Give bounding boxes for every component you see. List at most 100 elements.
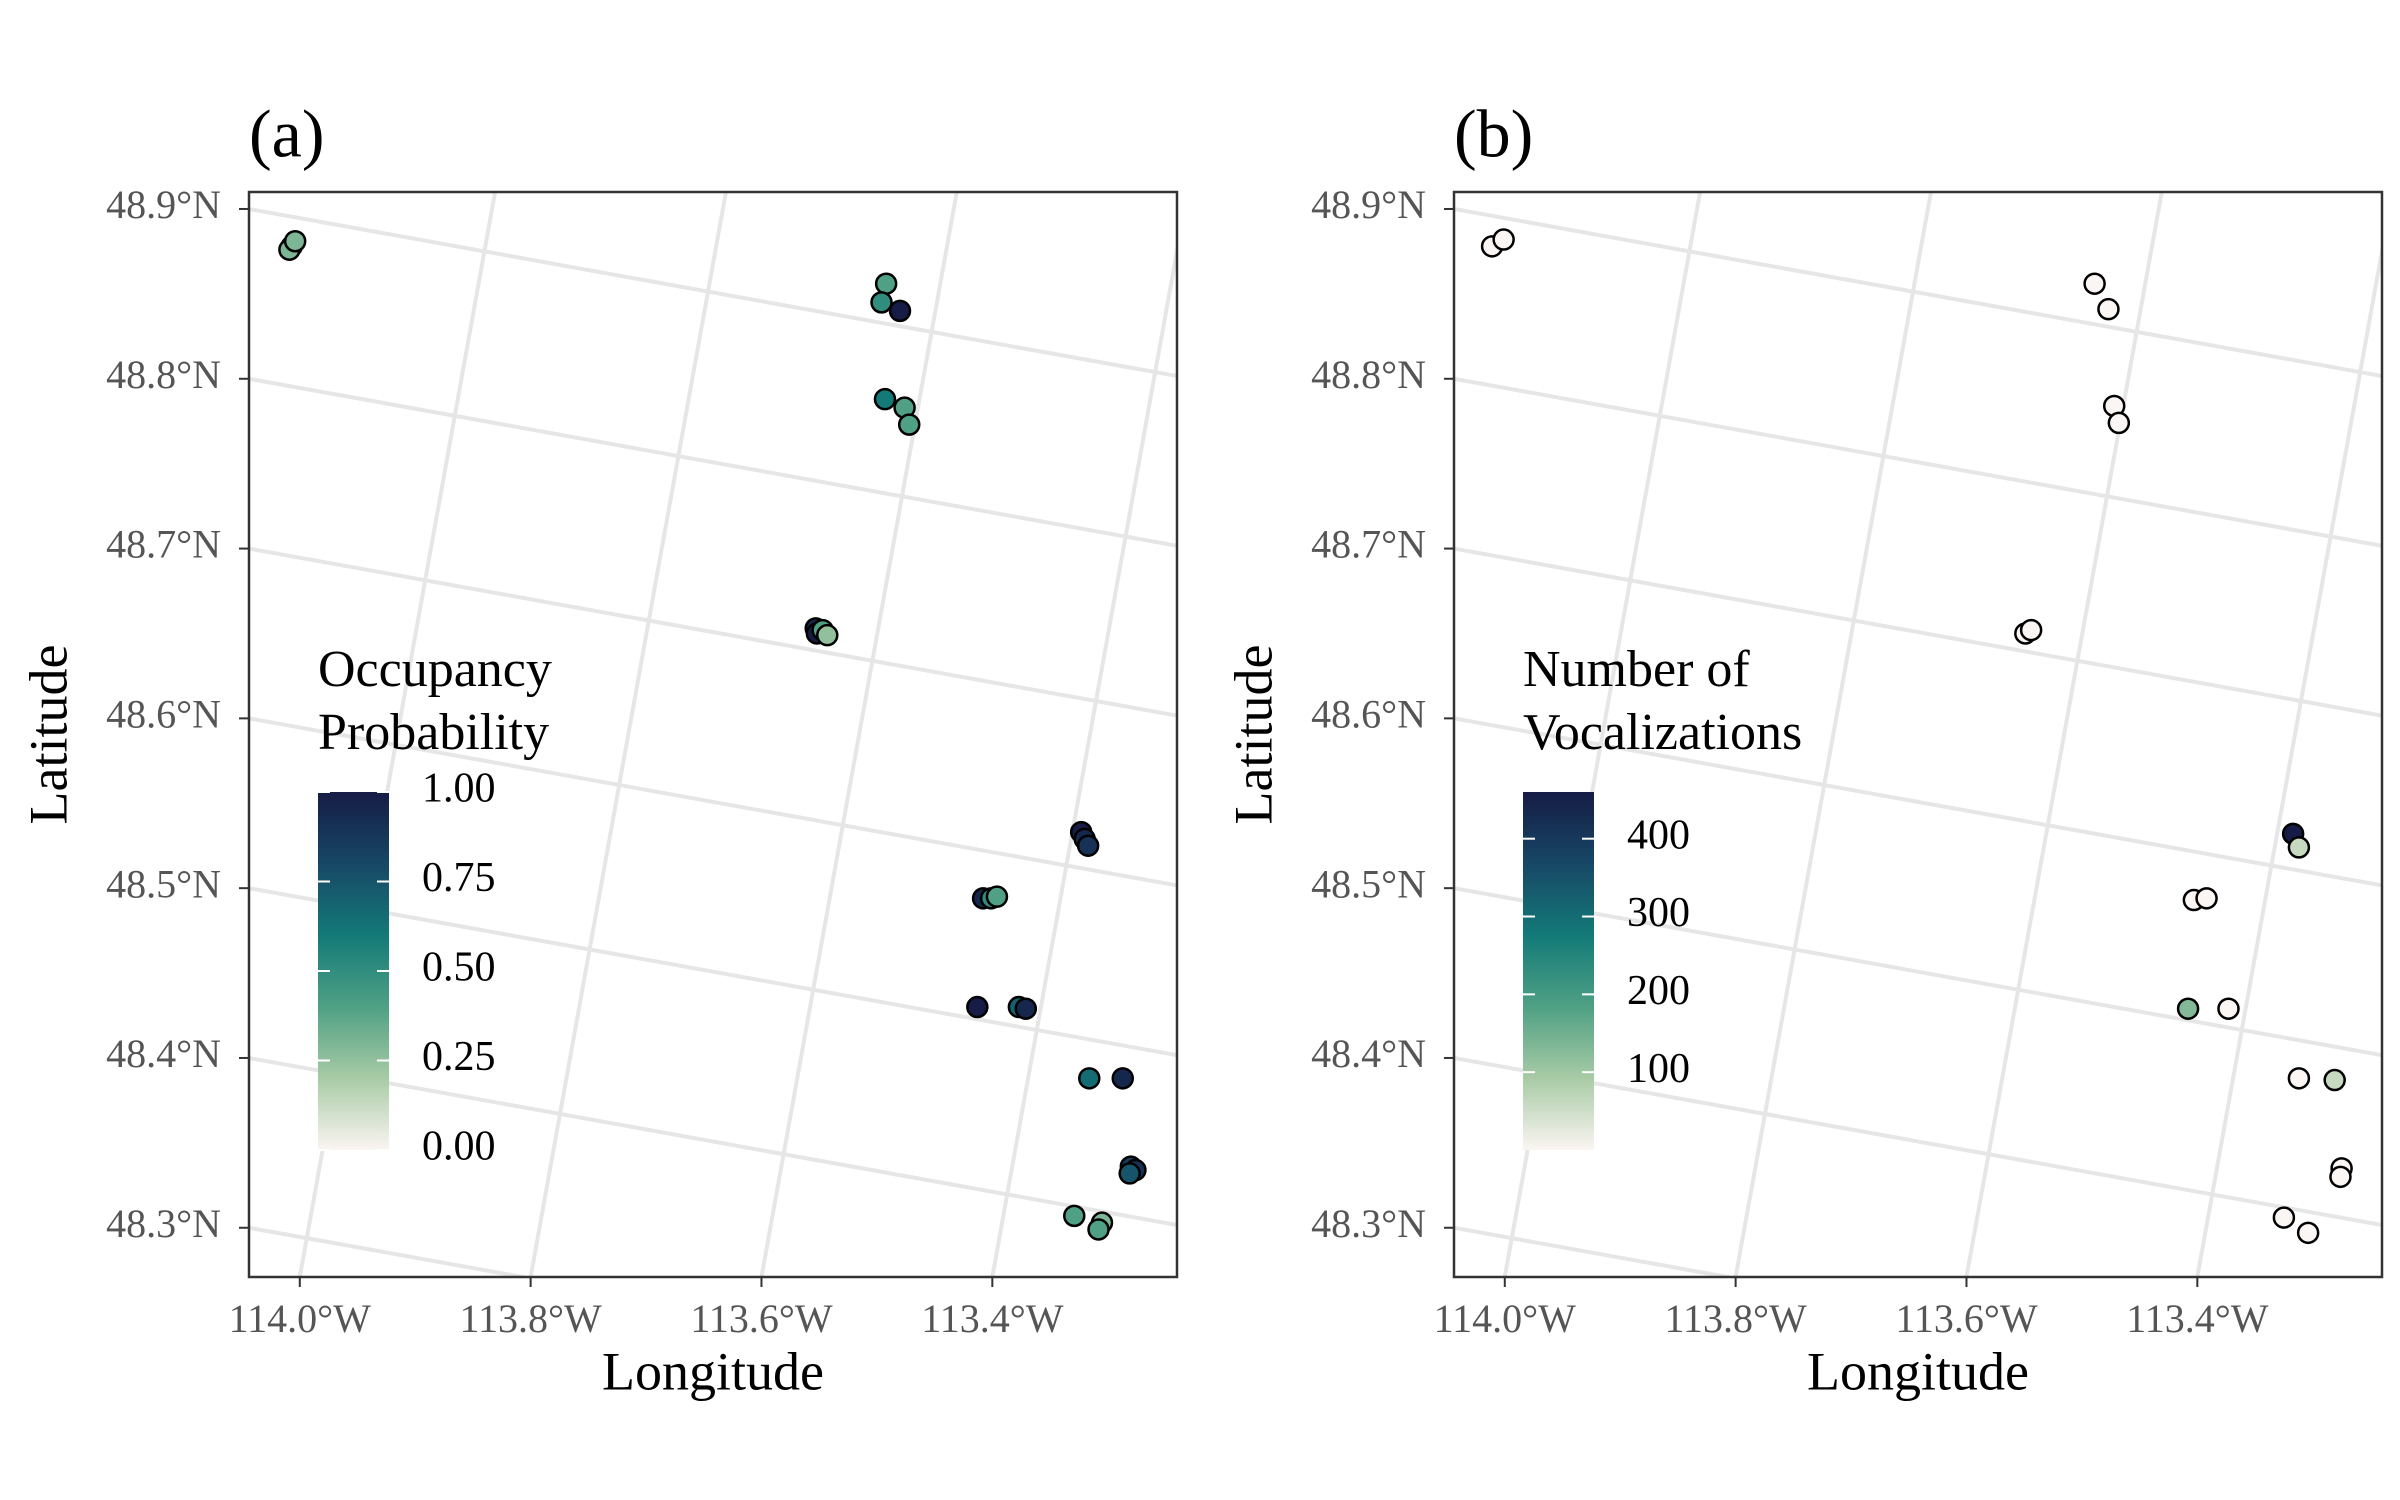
point [870,291,893,314]
point [1118,1162,1141,1185]
x-tick-label: 113.8°W [1664,1296,1807,1341]
colorbar-label: 200 [1627,968,1690,1014]
grid-line [1454,207,2382,378]
grid-line [1454,1225,1739,1277]
point [2329,1165,2352,1189]
colorbar-label: 0.00 [422,1124,496,1170]
point [2296,1221,2320,1245]
grid-line [1964,192,2164,1277]
y-tick-label: 48.6°N [1311,692,1426,737]
legend-title: Probability [318,704,549,761]
x-tick-label: 113.6°W [1895,1296,2038,1341]
colorbar-label: 400 [1627,812,1690,858]
point [1014,997,1038,1020]
point [2287,836,2311,859]
plot-border [1452,190,2384,1279]
colorbar-label: 0.25 [422,1034,496,1080]
point [2217,997,2240,1020]
point [816,623,839,647]
grid-line [528,192,728,1277]
grid-line [249,1055,1177,1227]
grid-line [1733,192,1933,1277]
colorbar [1523,792,1594,1150]
y-tick-label: 48.9°N [1311,182,1426,227]
y-tick-label: 48.7°N [106,522,221,567]
legend-title: Vocalizations [1523,704,1802,761]
colorbar-label: 300 [1627,890,1690,936]
point [966,995,989,1019]
plot-border [247,190,1179,1279]
grid-line [249,1225,534,1277]
legend-title: Occupancy [318,641,552,698]
point [1078,1067,1101,1090]
point [1076,834,1100,857]
x-axis-title: Longitude [1807,1341,2029,1401]
point [2107,411,2131,435]
x-tick-label: 114.0°W [229,1296,372,1341]
grid-line [249,376,1177,548]
grid-line [1454,1055,2382,1227]
y-tick-label: 48.9°N [106,182,221,227]
grid-line [249,546,1177,718]
point [1063,1204,1086,1228]
point [2019,618,2043,642]
point [897,413,921,436]
y-tick-label: 48.4°N [1311,1031,1426,1076]
x-tick-label: 113.8°W [459,1296,602,1341]
point [2287,1067,2311,1090]
panel-title: (a) [249,96,324,172]
point [873,387,897,411]
y-tick-label: 48.8°N [106,352,221,397]
x-tick-label: 114.0°W [1434,1296,1577,1341]
y-axis-title: Latitude [18,645,78,825]
grid [1454,192,2382,1277]
grid-line [249,716,1177,888]
plot-background [1454,192,2382,1277]
colorbar-label: 1.00 [422,766,496,812]
x-tick-label: 113.4°W [921,1296,1064,1341]
point [283,229,307,253]
grid-line [249,207,1177,378]
y-tick-label: 48.5°N [106,861,221,906]
point [1492,228,1515,251]
panel-title: (b) [1454,96,1533,172]
grid-line [249,886,1177,1058]
point [2272,1206,2296,1229]
point [2323,1068,2346,1092]
colorbar-label: 100 [1627,1046,1690,1092]
y-tick-label: 48.5°N [1311,861,1426,906]
legend-title: Number of [1523,641,1750,698]
grid-line [1454,376,2382,548]
x-axis-title: Longitude [602,1341,824,1401]
colorbar-label: 0.75 [422,855,496,901]
x-tick-label: 113.4°W [2126,1296,2269,1341]
y-tick-label: 48.4°N [106,1031,221,1076]
y-tick-label: 48.7°N [1311,522,1426,567]
plot-background [249,192,1177,1277]
point [2176,997,2200,1020]
y-tick-label: 48.3°N [106,1201,221,1246]
point [2097,297,2120,321]
y-tick-label: 48.6°N [106,692,221,737]
grid-line [1454,546,2382,718]
point [2083,272,2106,295]
panel: 48.3°N 48.4°N 48.5°N 48.6°N 48.7°N 48.8°N 48.9… [18,96,1179,1401]
y-axis-title: Latitude [1223,645,1283,825]
grid-line [1454,716,2382,888]
point [1111,1067,1135,1090]
x-tick-label: 113.6°W [690,1296,833,1341]
grid-line [1454,886,2382,1058]
y-tick-label: 48.3°N [1311,1201,1426,1246]
point [1087,1218,1110,1241]
point [874,272,898,295]
point [888,299,912,323]
point [2195,887,2218,910]
grid-line [990,239,1177,1277]
grid [249,192,1177,1277]
panel: 48.3°N 48.4°N 48.5°N 48.6°N 48.7°N 48.8°N 48.9… [1223,96,2384,1401]
grid-line [2195,239,2382,1277]
colorbar-label: 0.50 [422,945,496,991]
y-tick-label: 48.8°N [1311,352,1426,397]
point [985,885,1009,908]
